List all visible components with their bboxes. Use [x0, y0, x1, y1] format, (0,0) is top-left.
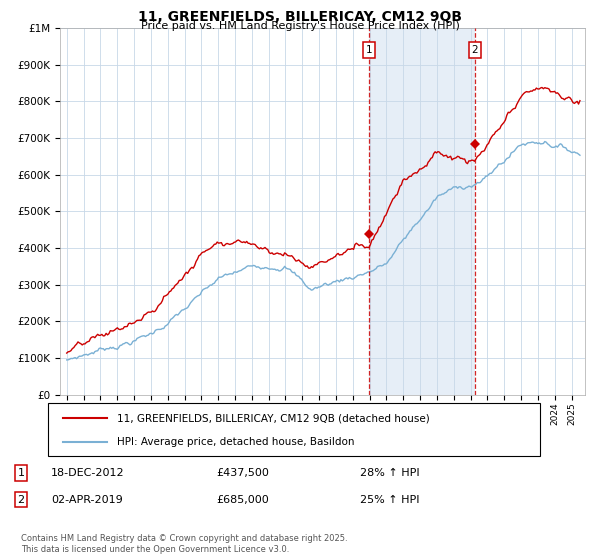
Text: This data is licensed under the Open Government Licence v3.0.: This data is licensed under the Open Gov… [21, 545, 289, 554]
Text: 1: 1 [17, 468, 25, 478]
Text: 18-DEC-2012: 18-DEC-2012 [51, 468, 125, 478]
Text: 25% ↑ HPI: 25% ↑ HPI [360, 494, 419, 505]
Text: 02-APR-2019: 02-APR-2019 [51, 494, 123, 505]
Text: 11, GREENFIELDS, BILLERICAY, CM12 9QB (detached house): 11, GREENFIELDS, BILLERICAY, CM12 9QB (d… [117, 413, 430, 423]
Text: 1: 1 [365, 45, 372, 55]
Text: £437,500: £437,500 [216, 468, 269, 478]
Text: Price paid vs. HM Land Registry's House Price Index (HPI): Price paid vs. HM Land Registry's House … [140, 21, 460, 31]
Bar [369, 28, 475, 395]
Text: £685,000: £685,000 [216, 494, 269, 505]
Text: 2: 2 [472, 45, 478, 55]
Text: 28% ↑ HPI: 28% ↑ HPI [360, 468, 419, 478]
Text: Contains HM Land Registry data © Crown copyright and database right 2025.: Contains HM Land Registry data © Crown c… [21, 534, 347, 543]
Text: HPI: Average price, detached house, Basildon: HPI: Average price, detached house, Basi… [117, 436, 355, 446]
Text: 2: 2 [17, 494, 25, 505]
Text: 11, GREENFIELDS, BILLERICAY, CM12 9QB: 11, GREENFIELDS, BILLERICAY, CM12 9QB [138, 10, 462, 24]
